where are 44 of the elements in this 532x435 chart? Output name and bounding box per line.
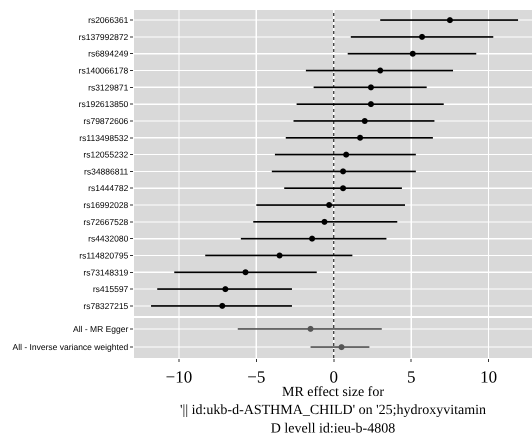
- y-tick-label: rs73148319: [83, 267, 129, 278]
- point: [357, 134, 364, 141]
- y-tick-label: rs192613850: [78, 99, 129, 110]
- point: [368, 101, 374, 108]
- point: [326, 202, 332, 208]
- y-tick-label: rs34886811: [84, 166, 129, 176]
- point: [419, 34, 426, 40]
- x-tick-label: 10: [480, 367, 498, 386]
- point: [340, 168, 346, 174]
- y-tick-label: rs6894249: [88, 48, 129, 59]
- point: [340, 185, 346, 192]
- y-tick-label: rs3129871: [88, 82, 129, 92]
- y-tick-label: rs72667528: [83, 216, 129, 227]
- x-tick-label: −5: [247, 367, 266, 386]
- y-tick-label: rs415597: [92, 284, 129, 294]
- point: [309, 236, 316, 242]
- y-tick-label: All - Inverse variance weighted: [12, 342, 129, 352]
- point: [222, 286, 228, 292]
- x-axis-title: MR effect size for '|| id:ukb-d-ASTHMA_CHILD' on '25;hydroxyvitamin D levell id:ieu-b-4808: [180, 385, 486, 435]
- point: [446, 17, 453, 24]
- point: [276, 252, 283, 258]
- y-tick-label: rs1444782: [88, 183, 129, 194]
- y-tick-label: All - MR Egger: [73, 324, 128, 334]
- y-tick-label: rs137992872: [78, 32, 129, 42]
- y-tick-label: rs140066178: [78, 66, 129, 76]
- point: [219, 302, 226, 309]
- point: [343, 152, 350, 158]
- x-tick-label: 0: [330, 367, 338, 386]
- y-tick-label: rs4432080: [88, 234, 129, 244]
- y-tick-label: rs79872606: [83, 116, 129, 126]
- point: [368, 84, 374, 90]
- y-tick-label: rs12055232: [83, 150, 129, 160]
- x-tick-label: 5: [406, 367, 416, 386]
- y-tick-label: rs2066361: [88, 15, 129, 26]
- y-tick-label: rs16992028: [83, 200, 129, 210]
- y-tick-label: rs78327215: [83, 300, 129, 311]
- point: [242, 269, 248, 276]
- y-tick-label: rs114820795: [79, 250, 129, 260]
- point: [410, 50, 416, 57]
- point: [377, 68, 384, 74]
- point: [362, 118, 368, 124]
- x-tick-label: −10: [166, 367, 192, 386]
- y-tick-label: rs113498532: [79, 132, 129, 143]
- point: [321, 218, 328, 225]
